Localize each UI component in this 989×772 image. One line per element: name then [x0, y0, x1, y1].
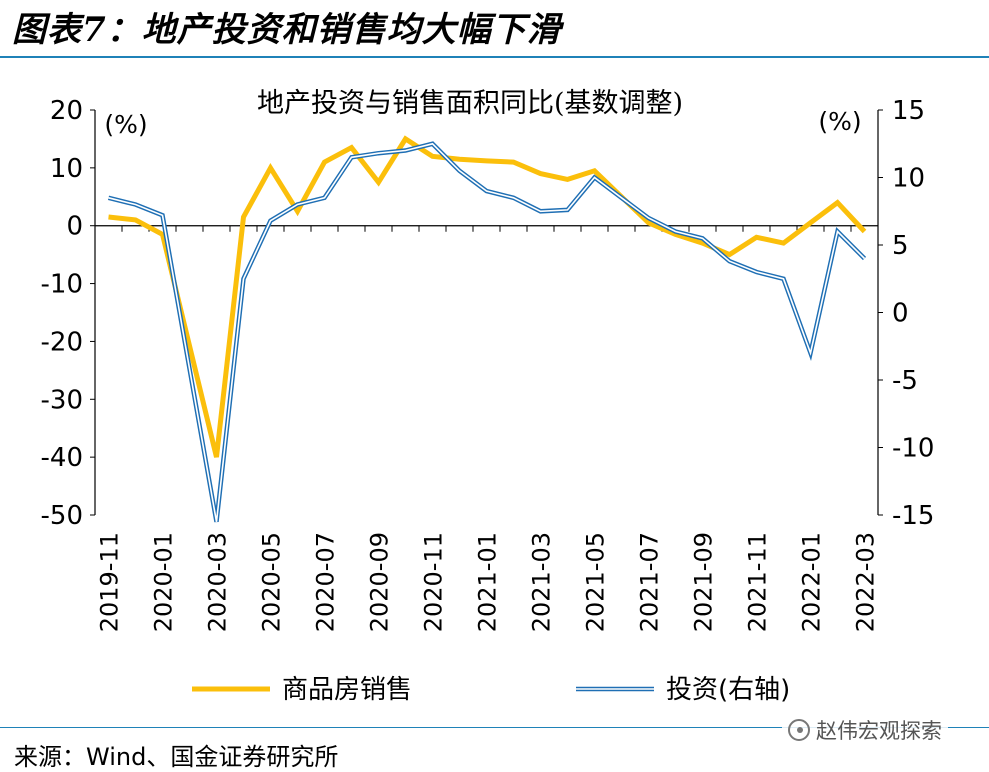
legend: 商品房销售 投资(右轴) — [192, 675, 790, 705]
right-tick-label: -5 — [892, 366, 918, 396]
right-tick-label: 0 — [892, 299, 909, 329]
left-tick-label: -40 — [41, 443, 83, 473]
right-tick-label: 5 — [892, 231, 909, 261]
right-axis-unit: (%) — [818, 107, 861, 136]
x-tick-label: 2021-11 — [744, 532, 772, 632]
right-tick-label: -10 — [892, 434, 934, 464]
legend-label-investment: 投资(右轴) — [666, 675, 790, 705]
dual-axis-line-chart: 地产投资与销售面积同比(基数调整) (%) (%) 20 10 0 -10 -20 -30… — [0, 0, 989, 727]
watermark: 赵伟宏观探索 — [782, 713, 948, 747]
left-axis-unit: (%) — [104, 110, 147, 139]
left-tick-label: 20 — [50, 96, 83, 126]
x-tick-label: 2020-09 — [366, 532, 394, 632]
x-tick-label: 2020-05 — [258, 532, 286, 632]
watermark-text: 赵伟宏观探索 — [816, 715, 942, 745]
x-tick-label: 2021-01 — [474, 532, 502, 632]
left-tick-label: 10 — [50, 154, 83, 184]
x-tick-label: 2020-11 — [420, 532, 448, 632]
x-tick-label: 2020-01 — [150, 532, 178, 632]
x-tick-label: 2021-03 — [528, 532, 556, 632]
x-tick-label: 2020-07 — [312, 532, 340, 632]
right-tick-label: 15 — [892, 96, 925, 126]
series-group — [108, 139, 864, 522]
left-tick-label: -30 — [41, 385, 83, 415]
legend-label-sales: 商品房销售 — [282, 675, 412, 705]
left-tick-label: -10 — [41, 270, 83, 300]
chart-title: 地产投资与销售面积同比(基数调整) — [257, 88, 683, 119]
left-tick-label: -20 — [41, 327, 83, 357]
x-tick-label: 2022-03 — [852, 532, 880, 632]
right-tick-label: 10 — [892, 164, 925, 194]
x-tick-label: 2021-07 — [636, 532, 664, 632]
x-tick-label: 2022-01 — [798, 532, 826, 632]
right-tick-label: -15 — [892, 501, 934, 531]
x-tick-label: 2019-11 — [96, 532, 124, 632]
x-tick-label: 2021-05 — [582, 532, 610, 632]
x-tick-label: 2021-09 — [690, 532, 718, 632]
axes-group: 20 10 0 -10 -20 -30 -40 -50 15 10 5 0 -5 -10 -15 2019-1… — [41, 96, 935, 632]
series-line-sales — [109, 139, 865, 457]
x-tick-label: 2020-03 — [204, 532, 232, 632]
left-tick-label: -50 — [41, 501, 83, 531]
source-note: 来源：Wind、国金证券研究所 — [14, 737, 338, 772]
series-line-investment-outer — [109, 144, 865, 522]
left-tick-label: 0 — [66, 212, 83, 242]
wechat-icon — [788, 719, 810, 741]
